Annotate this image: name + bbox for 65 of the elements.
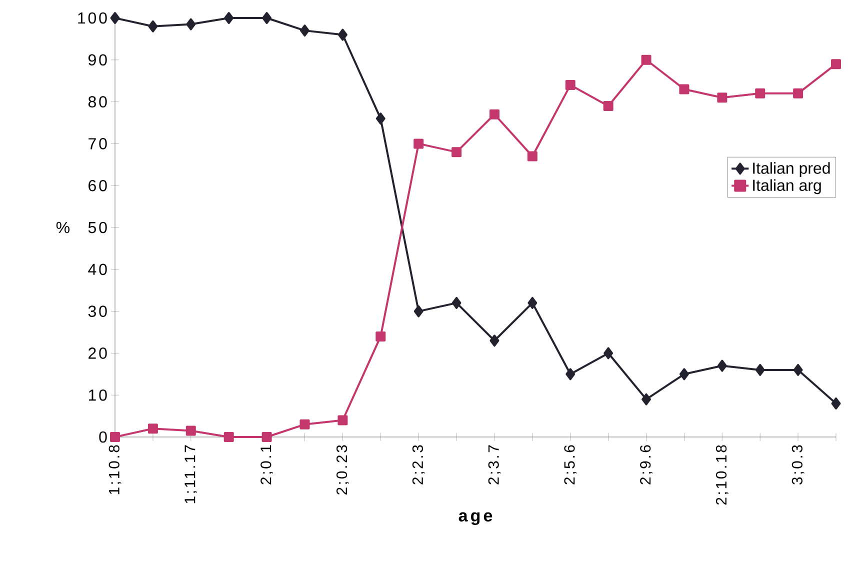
- point: [414, 305, 424, 318]
- point: [262, 432, 272, 442]
- point: [490, 334, 500, 347]
- y-tick-label: 100: [78, 12, 107, 24]
- x-tick-label: 1;11.17: [184, 445, 198, 504]
- y-tick-label: 90: [88, 54, 107, 66]
- point: [831, 397, 841, 410]
- point: [604, 347, 614, 360]
- point: [224, 12, 234, 24]
- point: [566, 368, 576, 380]
- point: [262, 12, 272, 24]
- point: [414, 138, 424, 149]
- x-tick-label: 2;2.3: [412, 445, 425, 484]
- point: [300, 24, 310, 37]
- point: [527, 151, 538, 162]
- point: [148, 424, 158, 434]
- x-tick-label: 3;0.3: [792, 445, 804, 485]
- y-axis-title: %: [56, 222, 70, 234]
- point: [489, 109, 500, 120]
- point: [755, 364, 765, 376]
- y-tick-label: 70: [88, 138, 107, 150]
- x-tick-label: 2;3.7: [488, 445, 501, 484]
- point: [224, 432, 234, 442]
- x-tick-label: 2;5.6: [564, 445, 577, 484]
- point: [565, 80, 576, 90]
- point: [338, 415, 348, 426]
- y-tick-label: 40: [88, 264, 107, 276]
- point: [186, 426, 196, 436]
- x-tick-label: 2;0.1: [260, 445, 273, 484]
- point: [755, 88, 766, 98]
- point: [717, 360, 727, 372]
- point: [603, 100, 614, 111]
- point: [376, 331, 386, 342]
- y-tick-label: 20: [88, 348, 107, 359]
- x-tick-label: 2;10.18: [716, 445, 728, 505]
- legend-label: Italian pred: [753, 162, 830, 178]
- point: [528, 296, 538, 309]
- point: [679, 368, 689, 380]
- point: [186, 18, 196, 30]
- point: [831, 59, 842, 70]
- y-tick-label: 10: [88, 389, 107, 401]
- point: [376, 112, 386, 125]
- point: [110, 12, 120, 24]
- y-tick-label: 60: [88, 180, 107, 192]
- point: [793, 88, 804, 98]
- point: [717, 92, 728, 103]
- point: [300, 419, 310, 430]
- x-axis-title: age: [458, 512, 492, 526]
- y-tick-label: 30: [88, 306, 107, 317]
- point: [452, 147, 462, 158]
- point: [452, 296, 462, 309]
- point: [110, 432, 120, 442]
- point: [641, 54, 652, 65]
- y-tick-label: 50: [88, 222, 107, 234]
- point: [642, 393, 652, 406]
- legend-label: Italian arg: [753, 179, 821, 194]
- y-tick-label: 80: [88, 96, 107, 108]
- point: [679, 84, 690, 94]
- x-tick-label: 2;0.23: [336, 445, 349, 494]
- y-tick-label: 0: [99, 431, 107, 443]
- point: [338, 28, 348, 41]
- point: [793, 364, 803, 376]
- point: [148, 20, 158, 32]
- x-tick-label: 1;10.8: [108, 445, 122, 494]
- x-tick-label: 2;9.6: [640, 445, 652, 484]
